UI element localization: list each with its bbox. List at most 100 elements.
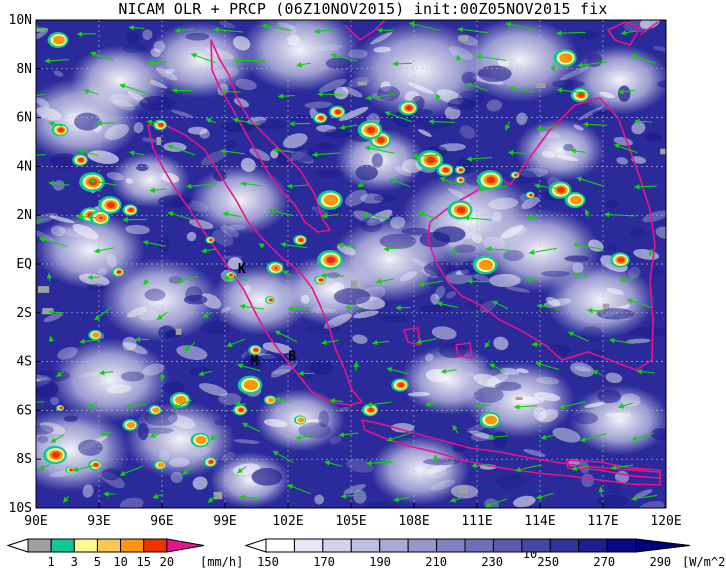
wind-arrow	[626, 298, 652, 309]
wind-arrow	[223, 275, 248, 282]
cloud-streak	[329, 436, 342, 445]
cloud-streak	[334, 86, 349, 100]
deep-convection-dark	[371, 153, 383, 168]
precip-cell	[391, 378, 409, 392]
lon-label: 96E	[150, 514, 173, 529]
deep-convection-dark	[168, 276, 183, 285]
cloud-streak	[373, 46, 391, 53]
cloud-streak	[233, 439, 260, 444]
light-precip	[213, 491, 223, 500]
cloud-streak	[465, 372, 475, 377]
wind-arrow	[648, 248, 654, 257]
wind-arrow	[44, 58, 69, 64]
cloud-patch	[190, 165, 290, 235]
wind-arrow	[36, 154, 47, 156]
cloud-streak	[36, 229, 55, 243]
cloud-streak	[186, 231, 197, 242]
cloud-streak	[573, 124, 584, 131]
deep-convection-dark	[363, 501, 400, 508]
wind-arrow	[185, 183, 217, 189]
cloud-streak	[486, 373, 509, 386]
cloud-streak	[165, 68, 175, 74]
deep-convection-dark	[477, 65, 512, 82]
wind-arrow	[286, 183, 309, 189]
wind-arrow	[558, 401, 586, 410]
deep-convection-dark	[324, 128, 353, 138]
deep-convection-dark	[474, 387, 504, 403]
precip-colorbar: 1 3 5 10 15 20	[6, 538, 205, 569]
wind-arrow	[261, 23, 292, 32]
precip-cell	[51, 123, 69, 137]
cloud-streak	[227, 257, 243, 270]
precip-cell	[148, 405, 162, 415]
deep-convection-dark	[605, 199, 619, 209]
cloud-streak	[36, 30, 48, 42]
cloud-streak	[426, 465, 448, 479]
olr-colorbar-swatch	[464, 538, 494, 553]
cloud-patch	[545, 261, 655, 339]
cloud-patch	[110, 152, 190, 208]
cloud-streak	[123, 342, 148, 355]
cloud-streak	[488, 273, 521, 288]
cloud-streak	[249, 148, 271, 161]
wind-arrow	[83, 88, 99, 95]
wind-arrow	[340, 493, 360, 499]
wind-arrow	[528, 247, 557, 255]
wind-arrow	[525, 214, 542, 220]
olr-colorbar-tick: 230	[481, 555, 503, 569]
cloud-patch	[145, 21, 255, 99]
wind-arrow	[630, 494, 658, 502]
wind-arrow	[242, 422, 261, 433]
cloud-streak	[283, 133, 308, 149]
wind-arrow	[592, 370, 603, 376]
deep-convection-dark	[87, 283, 106, 292]
cloud-streak	[170, 471, 183, 484]
cloud-streak	[289, 149, 309, 162]
precip-cell	[248, 344, 262, 356]
cloud-streak	[240, 157, 256, 172]
precip-cell	[525, 191, 535, 199]
deep-convection-dark	[374, 194, 397, 202]
wind-arrow	[344, 304, 364, 311]
cloud-streak	[353, 489, 367, 504]
wind-arrow	[258, 242, 265, 249]
olr-colorbar-swatch	[379, 538, 409, 553]
deep-convection-dark	[651, 428, 666, 441]
precip-cell	[264, 296, 276, 304]
wind-arrow	[240, 181, 262, 187]
wind-arrow	[62, 495, 70, 503]
precip-cell	[203, 457, 217, 467]
wind-arrow	[50, 434, 65, 443]
cloud-streak	[53, 180, 65, 191]
precip-cell	[205, 236, 215, 244]
deep-convection-dark	[49, 153, 79, 169]
wind-arrow	[274, 330, 298, 343]
wind-arrow	[330, 53, 358, 62]
wind-arrow	[48, 335, 55, 343]
lat-label: 6N	[16, 111, 32, 126]
deep-convection-dark	[253, 119, 286, 130]
cloud-streak	[156, 67, 178, 81]
deep-convection-dark	[379, 233, 417, 249]
olr-colorbar-tick: 170	[313, 555, 335, 569]
wind-arrow	[433, 454, 439, 463]
wind-arrow	[207, 494, 217, 503]
deep-convection-dark	[290, 372, 315, 382]
deep-convection-dark	[461, 71, 477, 85]
wind-arrow	[463, 215, 492, 221]
coast-belitung	[455, 342, 473, 359]
cloud-streak	[170, 109, 193, 118]
precip-cell	[472, 255, 498, 275]
lon-label: 99E	[213, 514, 236, 529]
wind-arrow	[515, 464, 542, 473]
wind-arrow	[366, 401, 392, 408]
precip-cell	[293, 234, 307, 246]
deep-convection-dark	[126, 31, 140, 45]
wind-arrow	[584, 209, 591, 217]
olr-field	[36, 20, 666, 508]
deep-convection-dark	[243, 352, 256, 363]
lat-label: 8S	[16, 452, 32, 467]
wind-arrow	[220, 148, 245, 155]
cloud-streak	[125, 224, 150, 235]
cloud-streak	[219, 21, 236, 29]
